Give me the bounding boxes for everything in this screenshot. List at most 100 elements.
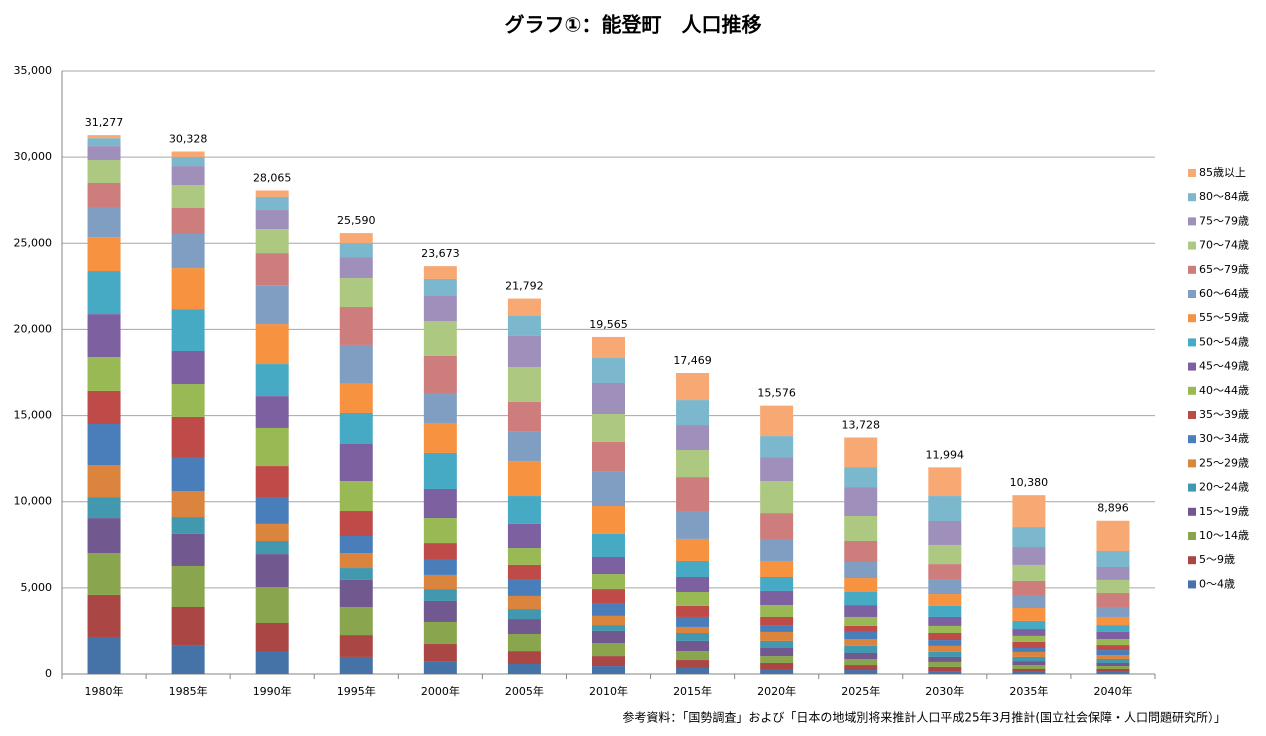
bar-segment — [423, 488, 457, 519]
y-tick-label: 0 — [45, 667, 52, 680]
bar-segment — [1012, 608, 1046, 621]
legend-swatch — [1188, 169, 1196, 177]
legend-swatch — [1188, 507, 1196, 516]
bar-segment — [423, 543, 457, 560]
bar-segment — [676, 538, 710, 561]
bar-segment — [760, 631, 794, 641]
total-label: 21,792 — [505, 280, 544, 293]
bar-segment — [928, 594, 962, 606]
bar-segment — [928, 521, 962, 545]
legend-swatch — [1188, 386, 1196, 395]
y-tick-label: 10,000 — [14, 495, 53, 508]
bar-segment — [507, 579, 541, 596]
bar-segment — [507, 651, 541, 665]
bar-segment — [928, 496, 962, 522]
bar-segment — [87, 390, 121, 425]
bar-segment — [171, 166, 205, 186]
bar-segment — [87, 424, 121, 466]
bar-segment — [171, 565, 205, 607]
bar-segment — [592, 642, 625, 657]
bar-segment — [676, 591, 710, 606]
bar-segment — [255, 364, 289, 397]
bar-segment — [255, 651, 289, 674]
bar-segment — [592, 589, 625, 604]
bar-segment — [255, 523, 289, 541]
bar-segment — [844, 670, 878, 674]
bar-segment — [339, 656, 373, 674]
bar-segment — [171, 384, 205, 417]
x-tick-label: 1995年 — [337, 684, 376, 698]
bar-segment — [339, 443, 373, 482]
legend-label: 85歳以上 — [1199, 166, 1246, 179]
bar-segment — [1096, 567, 1130, 580]
bar-segment — [171, 309, 205, 351]
bar-segment — [423, 589, 457, 601]
legend-label: 35～39歳 — [1199, 408, 1249, 421]
bar-segment — [255, 285, 289, 325]
bar-segment — [1096, 606, 1130, 617]
x-tick-label: 2030年 — [925, 684, 964, 698]
bar-segment — [255, 196, 289, 211]
bar-segment — [928, 632, 962, 641]
bar-segment — [844, 562, 878, 579]
bar-segment — [928, 645, 962, 652]
bar-segment — [171, 350, 205, 385]
bar-segment — [1012, 665, 1046, 670]
bar-segment — [1012, 595, 1046, 609]
bar-segment — [87, 135, 121, 139]
bar-segment — [1012, 527, 1046, 548]
bar-segment — [171, 645, 205, 674]
bar-segment — [507, 496, 541, 524]
bar-segment — [1012, 647, 1046, 652]
bar-segment — [255, 253, 289, 286]
bar-segment — [255, 396, 289, 428]
bar-segment — [423, 621, 457, 645]
bar-segment — [423, 266, 457, 279]
bar-segment — [592, 506, 625, 534]
bar-segment — [507, 298, 541, 316]
bar-segment — [339, 278, 373, 308]
bar-segment — [676, 577, 710, 592]
bar-segment — [760, 539, 794, 561]
bar-segment — [844, 645, 878, 653]
bar-segment — [339, 383, 373, 413]
legend-label: 45～49歳 — [1199, 360, 1249, 373]
legend-label: 30～34歳 — [1199, 432, 1249, 445]
bar-segment — [87, 138, 121, 147]
bar-segment — [760, 436, 794, 458]
bar-segment — [760, 640, 794, 648]
bar-segment — [676, 477, 710, 512]
legend-swatch — [1188, 338, 1196, 347]
bar-segment — [592, 603, 625, 616]
total-label: 23,673 — [421, 247, 460, 260]
bar-segment — [171, 185, 205, 208]
bar-segment — [844, 605, 878, 617]
bar-segment — [171, 457, 205, 492]
bar-segment — [760, 577, 794, 591]
bar-segment — [1012, 495, 1046, 528]
bar-segment — [928, 661, 962, 667]
bar-segment — [507, 609, 541, 620]
legend-label: 25～29歳 — [1199, 456, 1249, 469]
bar-segment — [87, 160, 121, 183]
bar-segment — [339, 579, 373, 607]
bar-segment — [339, 412, 373, 444]
bar-segment — [592, 656, 625, 667]
legend-label: 40～44歳 — [1199, 384, 1249, 397]
bar-segment — [1012, 671, 1046, 674]
bar-segment — [1096, 579, 1130, 594]
source-note: 参考資料：「国勢調査」および「日本の地域別将来推計人口平成25年3月推計(国立社… — [622, 710, 1226, 725]
bar-segment — [592, 383, 625, 415]
bar-segment — [844, 467, 878, 488]
total-label: 28,065 — [253, 171, 292, 184]
bar-segment — [171, 268, 205, 310]
total-label: 11,994 — [926, 448, 965, 461]
bar-segment — [928, 616, 962, 626]
bar-segment — [87, 553, 121, 595]
bar-segment — [507, 431, 541, 462]
bar-segment — [1096, 650, 1130, 656]
bar-segment — [507, 595, 541, 610]
bar-segment — [844, 652, 878, 660]
bar-segment — [507, 619, 541, 635]
